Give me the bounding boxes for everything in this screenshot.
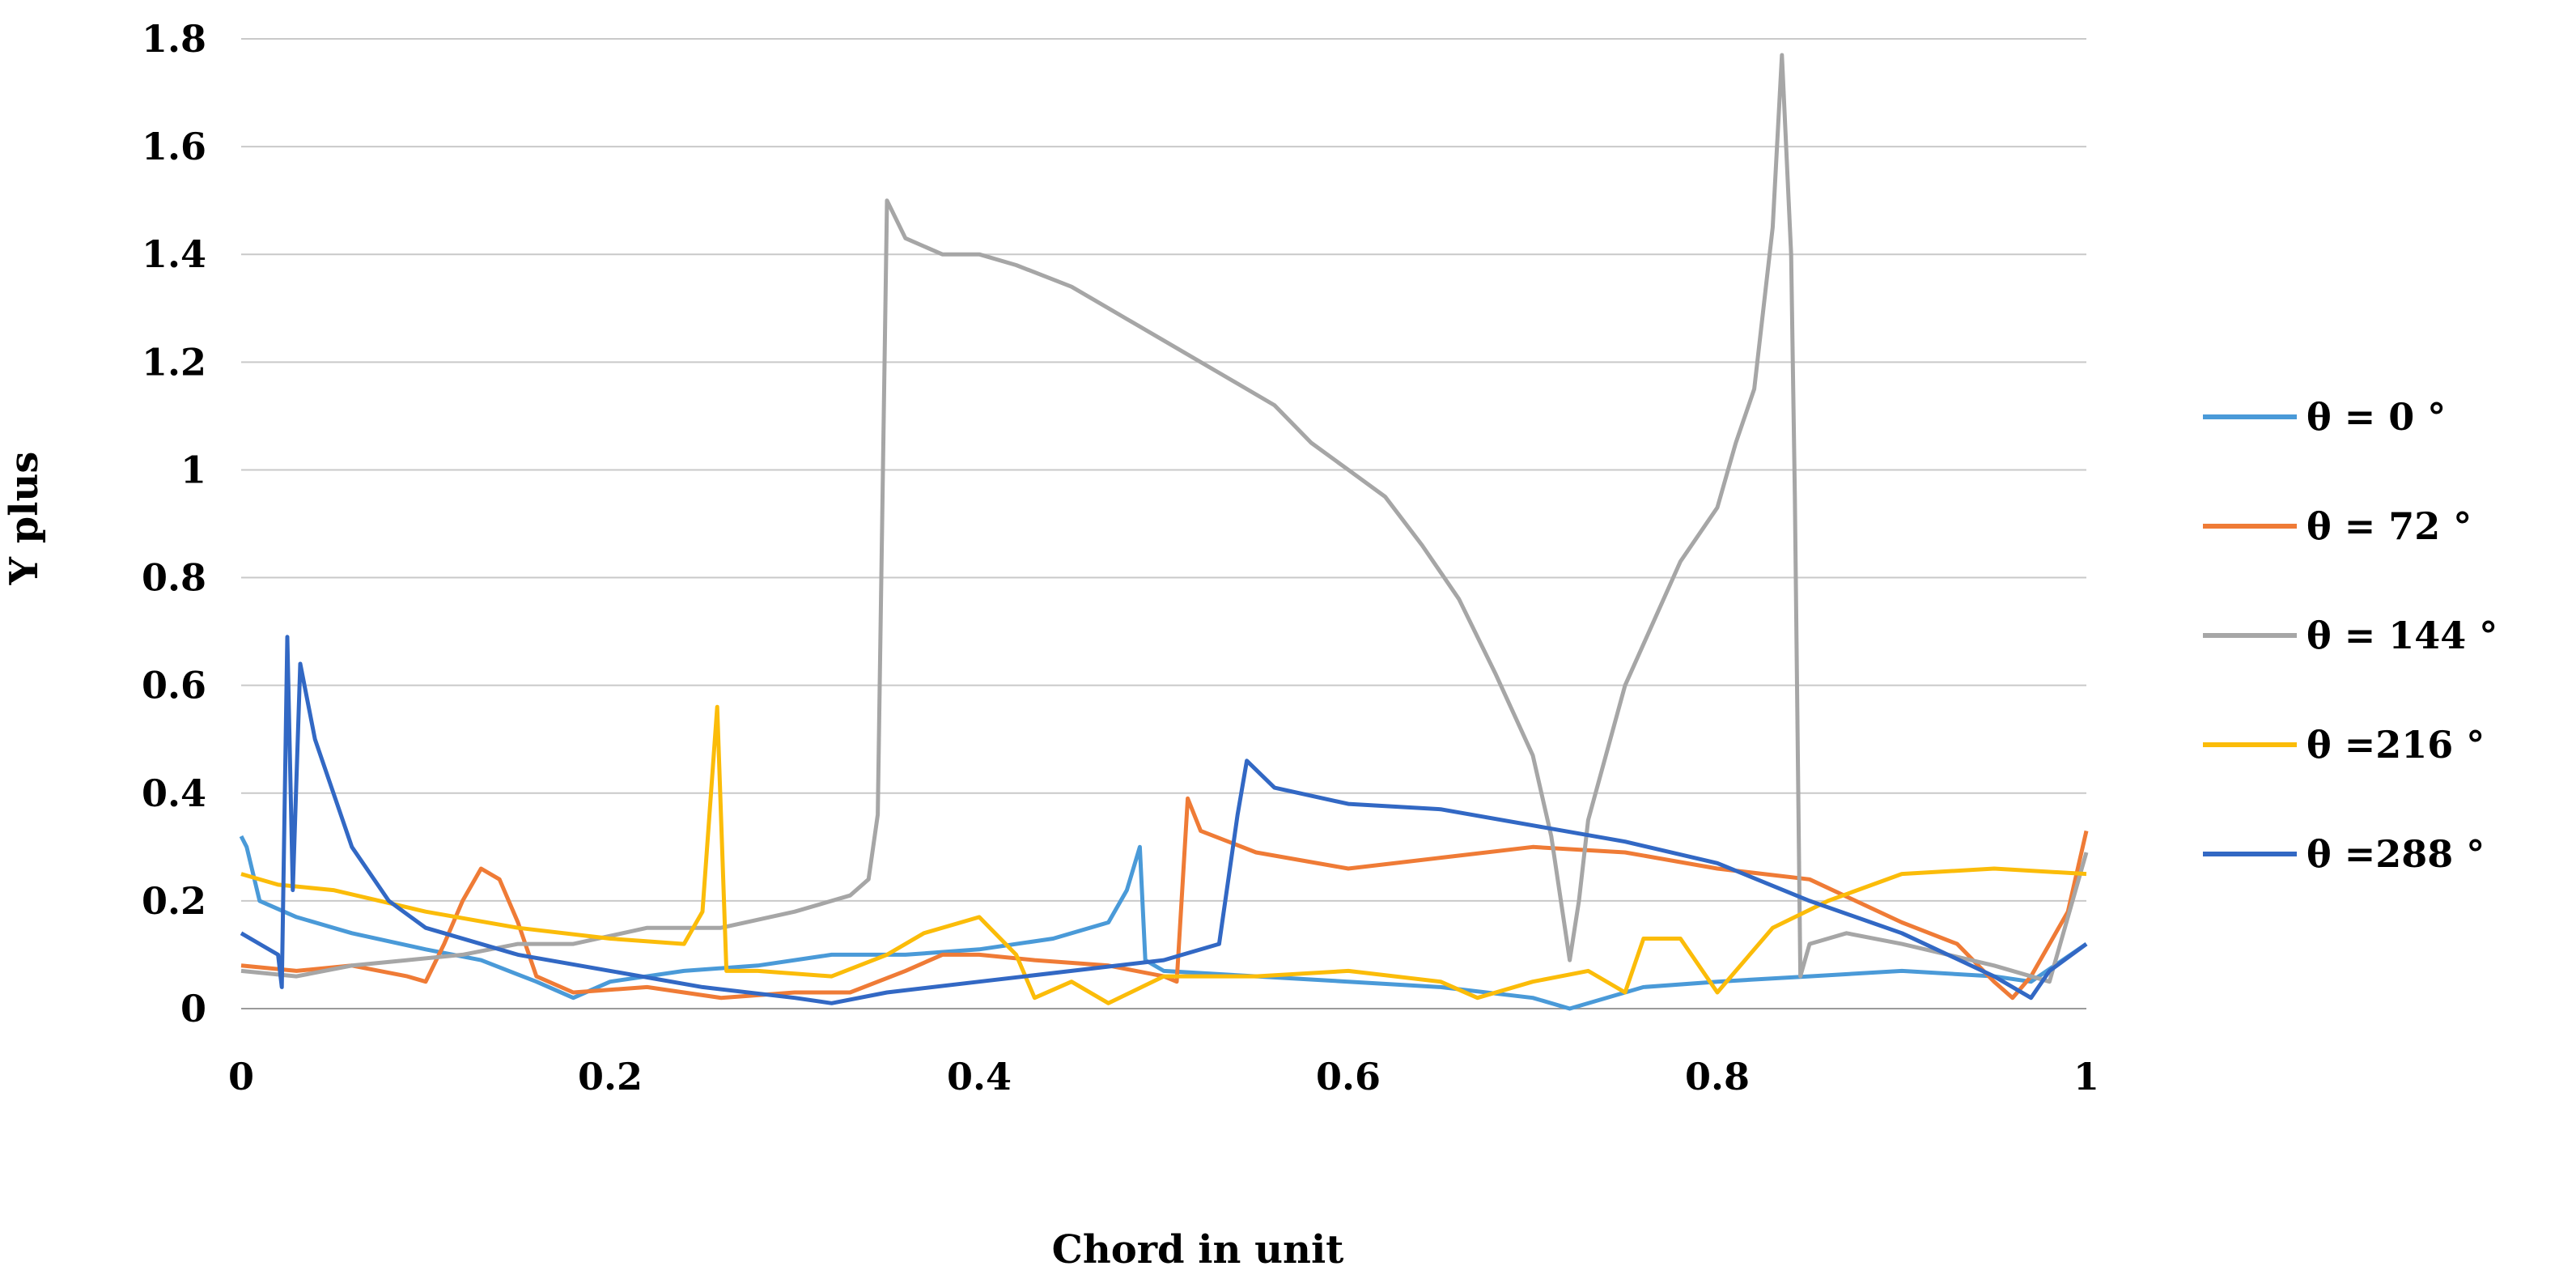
series-line-3 xyxy=(240,704,2087,1005)
y-tick-label: 1 xyxy=(180,448,206,491)
x-tick-label: 0.8 xyxy=(1685,1055,1750,1098)
series-line-4 xyxy=(240,635,2088,1005)
y-tick-label: 1.4 xyxy=(142,232,206,276)
x-axis-title: Chord in unit xyxy=(1052,1227,1344,1273)
y-tick-label: 0 xyxy=(180,987,206,1030)
legend-label-2: θ = 144 ° xyxy=(2307,614,2497,657)
series-line-2 xyxy=(240,53,2089,984)
y-tick-label: 0.8 xyxy=(142,556,206,600)
x-tick-label: 0.2 xyxy=(578,1055,643,1098)
x-tick-label: 0.6 xyxy=(1316,1055,1381,1098)
y-tick-label: 1.2 xyxy=(142,340,206,384)
legend-label-0: θ = 0 ° xyxy=(2307,395,2446,439)
x-tick-label: 0.4 xyxy=(947,1055,1012,1098)
y-tick-label: 0.4 xyxy=(142,771,206,815)
tick-labels: 0 0.2 0.4 0.6 0.8 1 1.2 1.4 1.6 1.8 0 0.2 0.4 0.6 0.8 1 xyxy=(142,17,2099,1098)
legend-label-3: θ =216 ° xyxy=(2307,723,2485,767)
legend-label-4: θ =288 ° xyxy=(2307,832,2485,876)
y-tick-label: 1.8 xyxy=(142,17,206,61)
series-line-0 xyxy=(239,835,2088,1011)
y-tick-label: 0.2 xyxy=(142,879,206,923)
legend-label-1: θ = 72 ° xyxy=(2307,504,2472,548)
gridlines xyxy=(241,38,2086,902)
y-tick-label: 0.6 xyxy=(142,664,206,707)
series-line-1 xyxy=(240,796,2089,1001)
x-tick-label: 0 xyxy=(228,1055,254,1098)
legend: θ = 0 ° θ = 72 ° θ = 144 ° θ =216 ° θ =288 ° xyxy=(2203,395,2497,876)
x-tick-label: 1 xyxy=(2073,1055,2099,1098)
y-tick-label: 1.6 xyxy=(142,125,206,168)
y-axis-title: Y plus xyxy=(2,452,47,586)
series-lines xyxy=(239,53,2089,1011)
